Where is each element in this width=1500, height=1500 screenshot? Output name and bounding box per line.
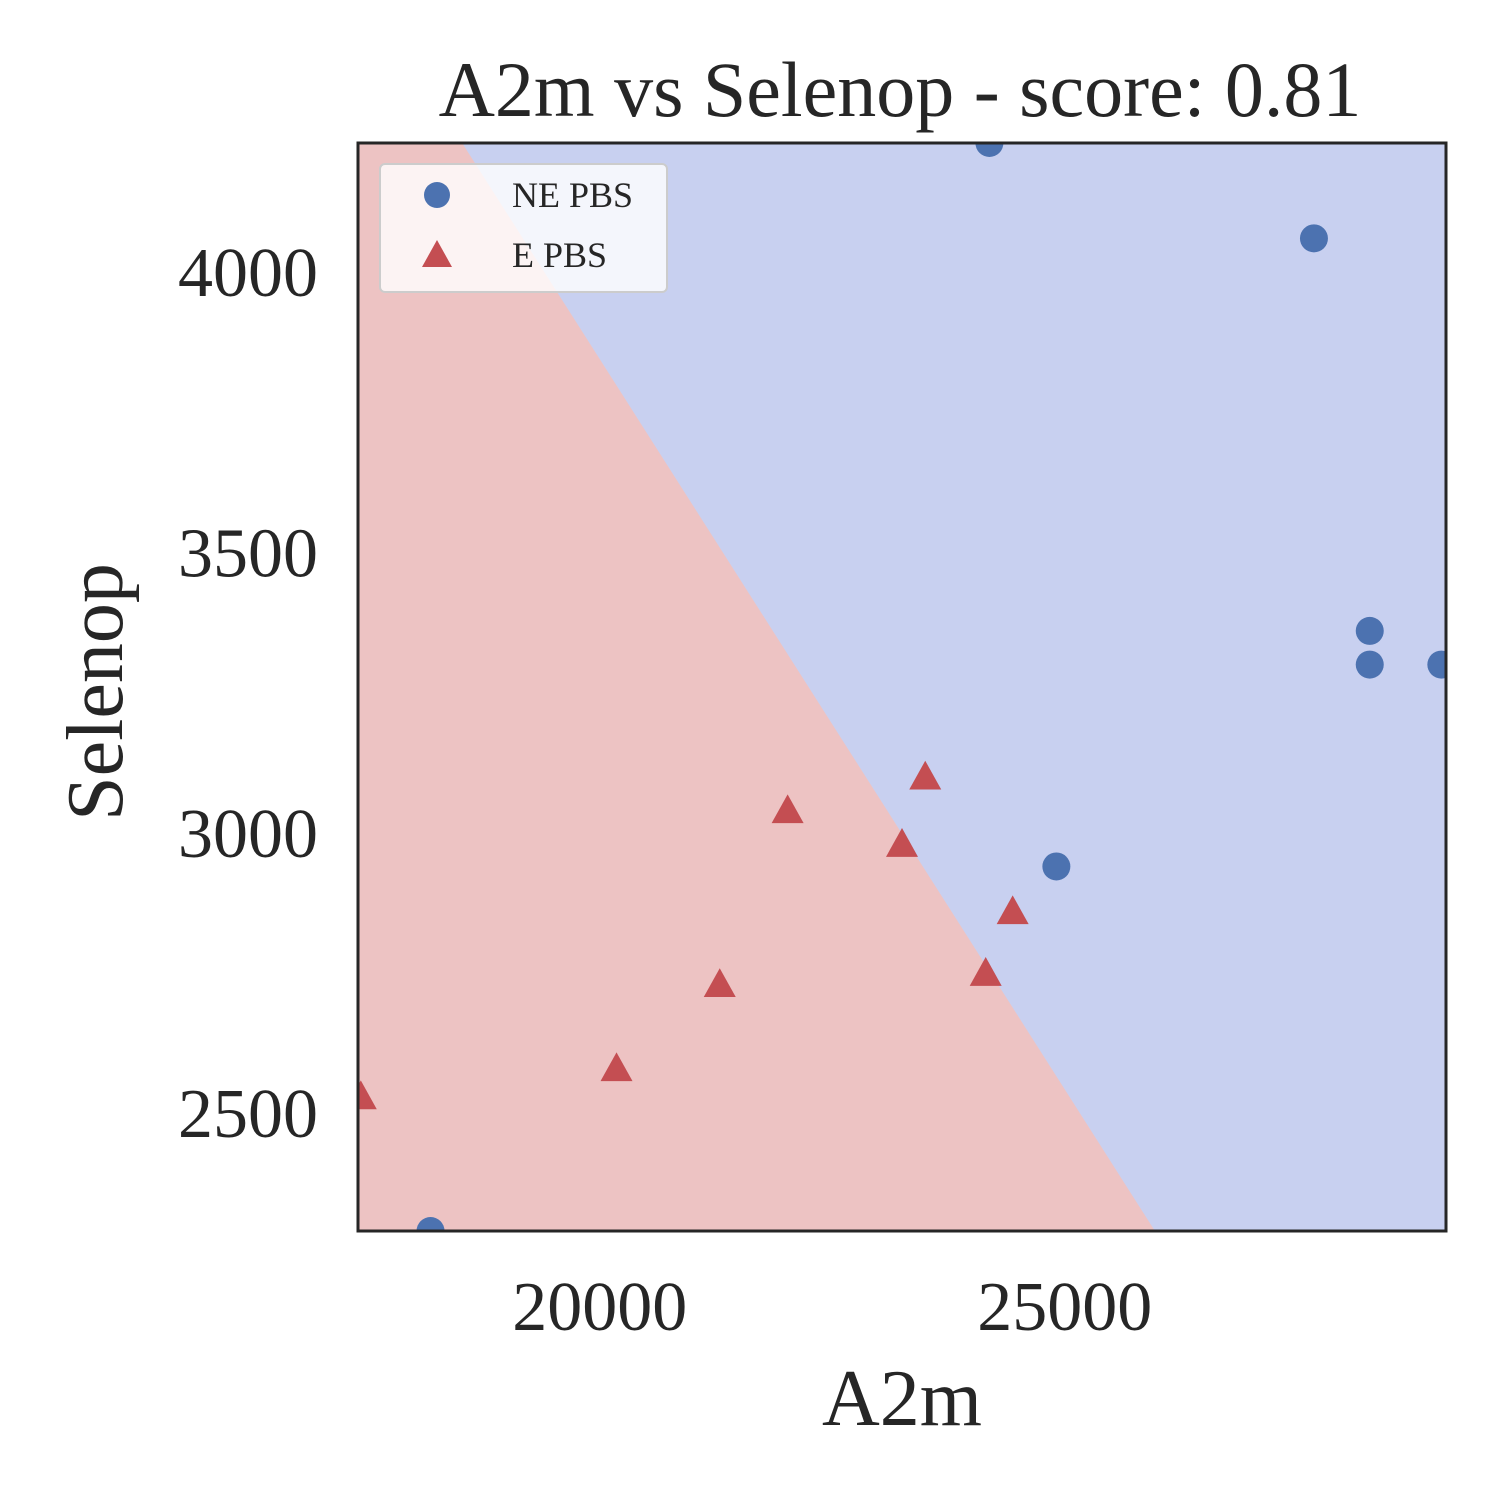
point-ne-pbs — [1355, 616, 1384, 645]
y-tick-label: 2500 — [178, 1076, 318, 1153]
y-tick-label: 3500 — [178, 515, 318, 592]
legend-marker-e-pbs — [422, 240, 452, 267]
y-axis-ticks: 2500 3000 3500 4000 — [178, 235, 318, 1153]
y-tick-label: 3000 — [178, 796, 318, 873]
point-ne-pbs — [1299, 224, 1328, 253]
x-axis-ticks: 20000 25000 — [512, 1269, 1152, 1346]
region-e-pbs — [358, 143, 1155, 1231]
point-e-pbs — [886, 828, 918, 857]
point-e-pbs — [771, 794, 804, 824]
point-e-pbs — [600, 1052, 633, 1082]
point-ne-pbs — [1427, 650, 1446, 679]
x-axis-label: A2m — [822, 1355, 982, 1443]
point-e-pbs — [703, 968, 736, 998]
chart-title: A2m vs Selenop - score: 0.81 — [439, 46, 1362, 133]
y-tick-label: 4000 — [178, 235, 318, 312]
x-tick-label: 20000 — [512, 1269, 687, 1346]
decision-regions — [358, 143, 1446, 1231]
y-axis-label: Selenop — [52, 563, 140, 821]
point-e-pbs — [996, 895, 1029, 925]
legend-marker-ne-pbs — [424, 182, 450, 208]
point-e-pbs — [909, 760, 942, 790]
data-points — [358, 143, 1446, 1231]
point-ne-pbs — [975, 143, 1004, 157]
legend-label-ne-pbs: NE PBS — [512, 175, 633, 215]
legend-label-e-pbs: E PBS — [512, 235, 607, 275]
point-e-pbs — [969, 957, 1002, 986]
legend-box — [379, 163, 668, 293]
point-e-pbs — [358, 1080, 377, 1110]
plot-frame — [356, 141, 1448, 1233]
point-ne-pbs — [1355, 650, 1384, 679]
point-ne-pbs — [416, 1217, 445, 1231]
legend: NE PBS E PBS — [379, 163, 668, 293]
point-ne-pbs — [1042, 852, 1071, 881]
x-tick-label: 25000 — [977, 1269, 1152, 1346]
